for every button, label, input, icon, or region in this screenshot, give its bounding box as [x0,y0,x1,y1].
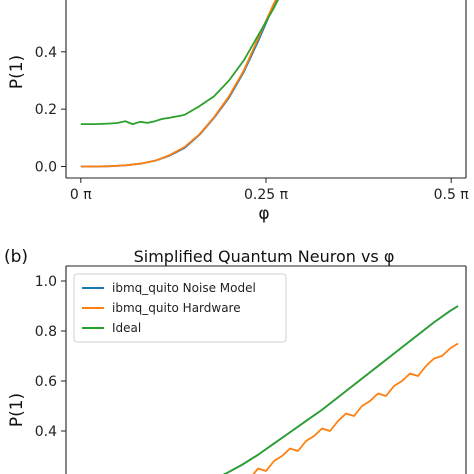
y-tick-label: 0.8 [35,324,57,340]
panel-b-chart: (b) Simplified Quantum Neuron vs φ P(1) … [4,247,467,474]
x-tick-label: 0.25 π [244,187,289,203]
y-tick-label: 0.0 [35,160,57,176]
x-tick-label: 0 π [70,187,92,203]
panel-a-xlabel: φ [258,204,269,224]
y-tick-label: 0.4 [35,424,57,440]
y-tick-label: 1.0 [35,274,57,290]
series-line-ideal [222,305,459,474]
legend-label-noise: ibmq_quito Noise Model [112,281,256,295]
legend-label-hardware: ibmq_quito Hardware [112,301,241,315]
legend-label-ideal: Ideal [112,321,141,335]
y-tick-label: 0.6 [35,0,57,3]
panel-a-chart: P(1) φ 0.0 0.2 0.4 0.6 0 π 0.25 π 0.5 π [7,0,469,224]
series-line-ideal [80,0,279,125]
panel-b-title: Simplified Quantum Neuron vs φ [134,247,395,266]
panel-a-ylabel: P(1) [7,55,27,89]
x-tick-label: 0.5 π [434,187,470,203]
panel-b-ylabel: P(1) [7,393,27,427]
series-line-hardware [252,342,459,474]
y-tick-label: 0.6 [35,374,57,390]
panel-b-label: (b) [4,247,28,267]
legend-box [73,273,287,343]
y-tick-label: 0.4 [35,45,57,61]
y-tick-label: 0.2 [35,102,57,118]
